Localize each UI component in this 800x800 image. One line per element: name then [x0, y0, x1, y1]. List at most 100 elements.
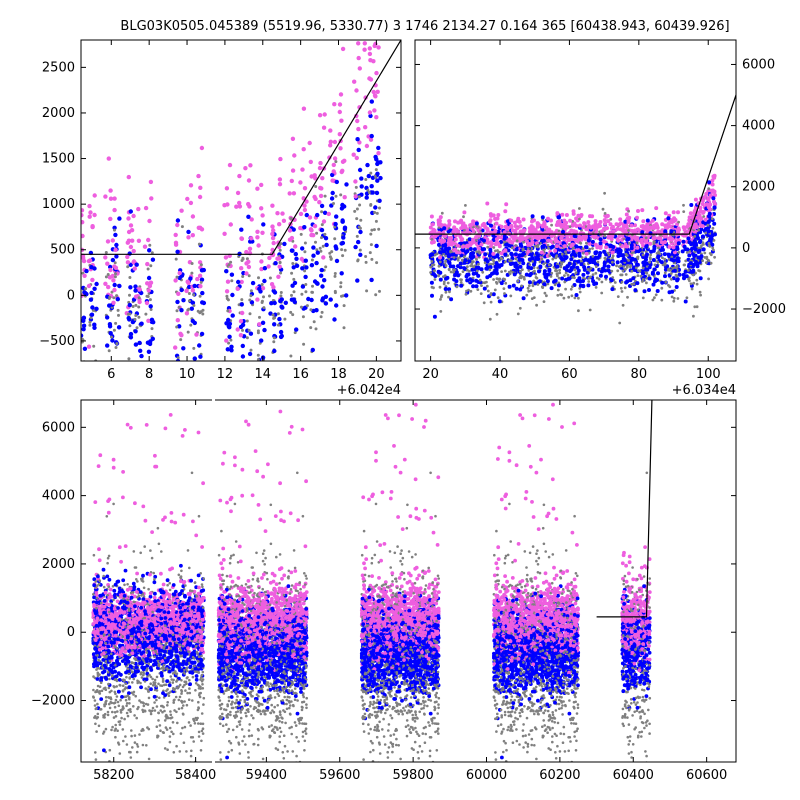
- tl-point-gray: [189, 323, 193, 327]
- tr-point-gray: [548, 254, 552, 258]
- tr-point-gray: [644, 250, 648, 254]
- bottom-point-pink: [169, 511, 174, 515]
- tr-point-blue: [696, 236, 700, 241]
- tl-point-pink: [342, 158, 347, 163]
- tr-point-gray: [632, 282, 636, 286]
- tl-point-pink: [277, 177, 283, 182]
- bottom-point-gray: [130, 729, 133, 732]
- tl-point-pink: [223, 255, 229, 260]
- tr-point-pink: [698, 205, 703, 210]
- tl-point-gray: [230, 279, 234, 283]
- tl-point-pink: [126, 174, 131, 180]
- tr-point-blue: [454, 270, 459, 275]
- tl-point-gray: [88, 323, 92, 327]
- tr-point-blue: [645, 267, 650, 272]
- tl-point-pink: [317, 165, 323, 171]
- tr-point-blue: [662, 252, 667, 257]
- tr-point-blue: [489, 223, 493, 228]
- tr-point-gray: [638, 269, 642, 273]
- tl-point-gray: [291, 313, 295, 317]
- tl-point-pink: [373, 41, 378, 47]
- tr-ytick-label: 0: [742, 241, 750, 256]
- tr-point-blue: [692, 253, 697, 258]
- tr-point-gray: [507, 270, 511, 274]
- tl-point-pink: [92, 193, 97, 198]
- tr-point-gray: [574, 271, 578, 275]
- tl-point-pink: [356, 55, 361, 61]
- bottom-point-gray: [106, 713, 110, 717]
- tl-point-pink: [111, 300, 116, 305]
- bottom-point-gray: [153, 709, 157, 712]
- tr-point-gray: [468, 269, 471, 273]
- tl-ytick-label: 1000: [42, 197, 75, 212]
- tr-point-gray: [447, 268, 451, 272]
- tr-point-blue: [494, 267, 499, 272]
- tr-point-gray: [688, 250, 691, 253]
- tl-point-gray: [258, 315, 261, 319]
- tl-point-pink: [362, 41, 367, 46]
- tr-point-gray: [500, 270, 503, 273]
- tr-point-blue: [561, 229, 565, 234]
- tl-point-blue: [364, 195, 369, 200]
- tr-point-pink: [574, 216, 579, 221]
- tr-point-pink: [702, 195, 707, 200]
- tl-point-pink: [136, 206, 141, 212]
- tr-point-blue: [443, 287, 448, 291]
- tr-point-gray: [588, 308, 592, 312]
- tr-point-blue: [686, 236, 691, 241]
- tr-point-blue: [537, 269, 541, 274]
- tl-point-gray: [241, 256, 245, 260]
- tr-point-blue: [537, 279, 542, 284]
- tr-point-pink: [579, 237, 584, 242]
- tl-point-blue: [200, 384, 204, 388]
- tr-point-gray: [449, 270, 453, 274]
- tl-point-blue: [340, 219, 345, 224]
- tr-point-gray: [594, 286, 598, 289]
- tr-point-blue: [572, 234, 577, 239]
- tl-point-pink: [148, 281, 153, 286]
- tl-point-blue: [342, 225, 348, 230]
- tr-point-blue: [560, 257, 565, 262]
- tr-point-gray: [509, 259, 513, 262]
- tr-point-gray: [635, 241, 639, 245]
- tl-point-pink: [90, 224, 95, 230]
- tr-point-gray: [667, 267, 671, 271]
- tl-point-pink: [237, 173, 242, 179]
- tr-point-gray: [449, 249, 453, 253]
- tl-point-gray: [273, 316, 277, 320]
- tr-point-pink: [682, 227, 687, 232]
- bottom-point-blue: [117, 586, 122, 591]
- tl-point-blue: [324, 242, 329, 248]
- tr-point-blue: [701, 247, 706, 252]
- tl-point-gray: [131, 305, 135, 308]
- tl-point-blue: [315, 250, 320, 255]
- tr-point-gray: [429, 265, 433, 269]
- bottom-point-gray: [96, 702, 99, 706]
- tr-point-blue: [598, 241, 603, 246]
- tr-point-blue: [483, 252, 488, 257]
- tl-point-pink: [249, 217, 254, 222]
- bottom-point-gray: [180, 706, 184, 710]
- tr-point-gray: [708, 245, 712, 248]
- tr-point-gray: [595, 276, 599, 280]
- tr-point-blue: [691, 268, 696, 273]
- tl-point-blue: [311, 253, 316, 258]
- tr-point-pink: [586, 220, 591, 225]
- tr-point-gray: [437, 226, 441, 229]
- tr-point-gray: [667, 283, 670, 287]
- tr-point-blue: [606, 268, 611, 273]
- tl-point-blue: [88, 297, 94, 302]
- tr-point-blue: [699, 227, 704, 232]
- tr-point-blue: [599, 269, 604, 274]
- tr-point-gray: [527, 284, 531, 288]
- tr-point-blue: [582, 265, 587, 270]
- tl-point-pink: [317, 200, 322, 205]
- tr-point-blue: [569, 257, 574, 262]
- tr-point-blue: [479, 267, 484, 272]
- tr-point-blue: [463, 258, 468, 263]
- tl-point-gray: [343, 248, 347, 252]
- tl-point-gray: [339, 285, 343, 289]
- tr-point-gray: [522, 275, 526, 279]
- tl-point-blue: [292, 299, 297, 305]
- tl-point-pink: [199, 145, 205, 151]
